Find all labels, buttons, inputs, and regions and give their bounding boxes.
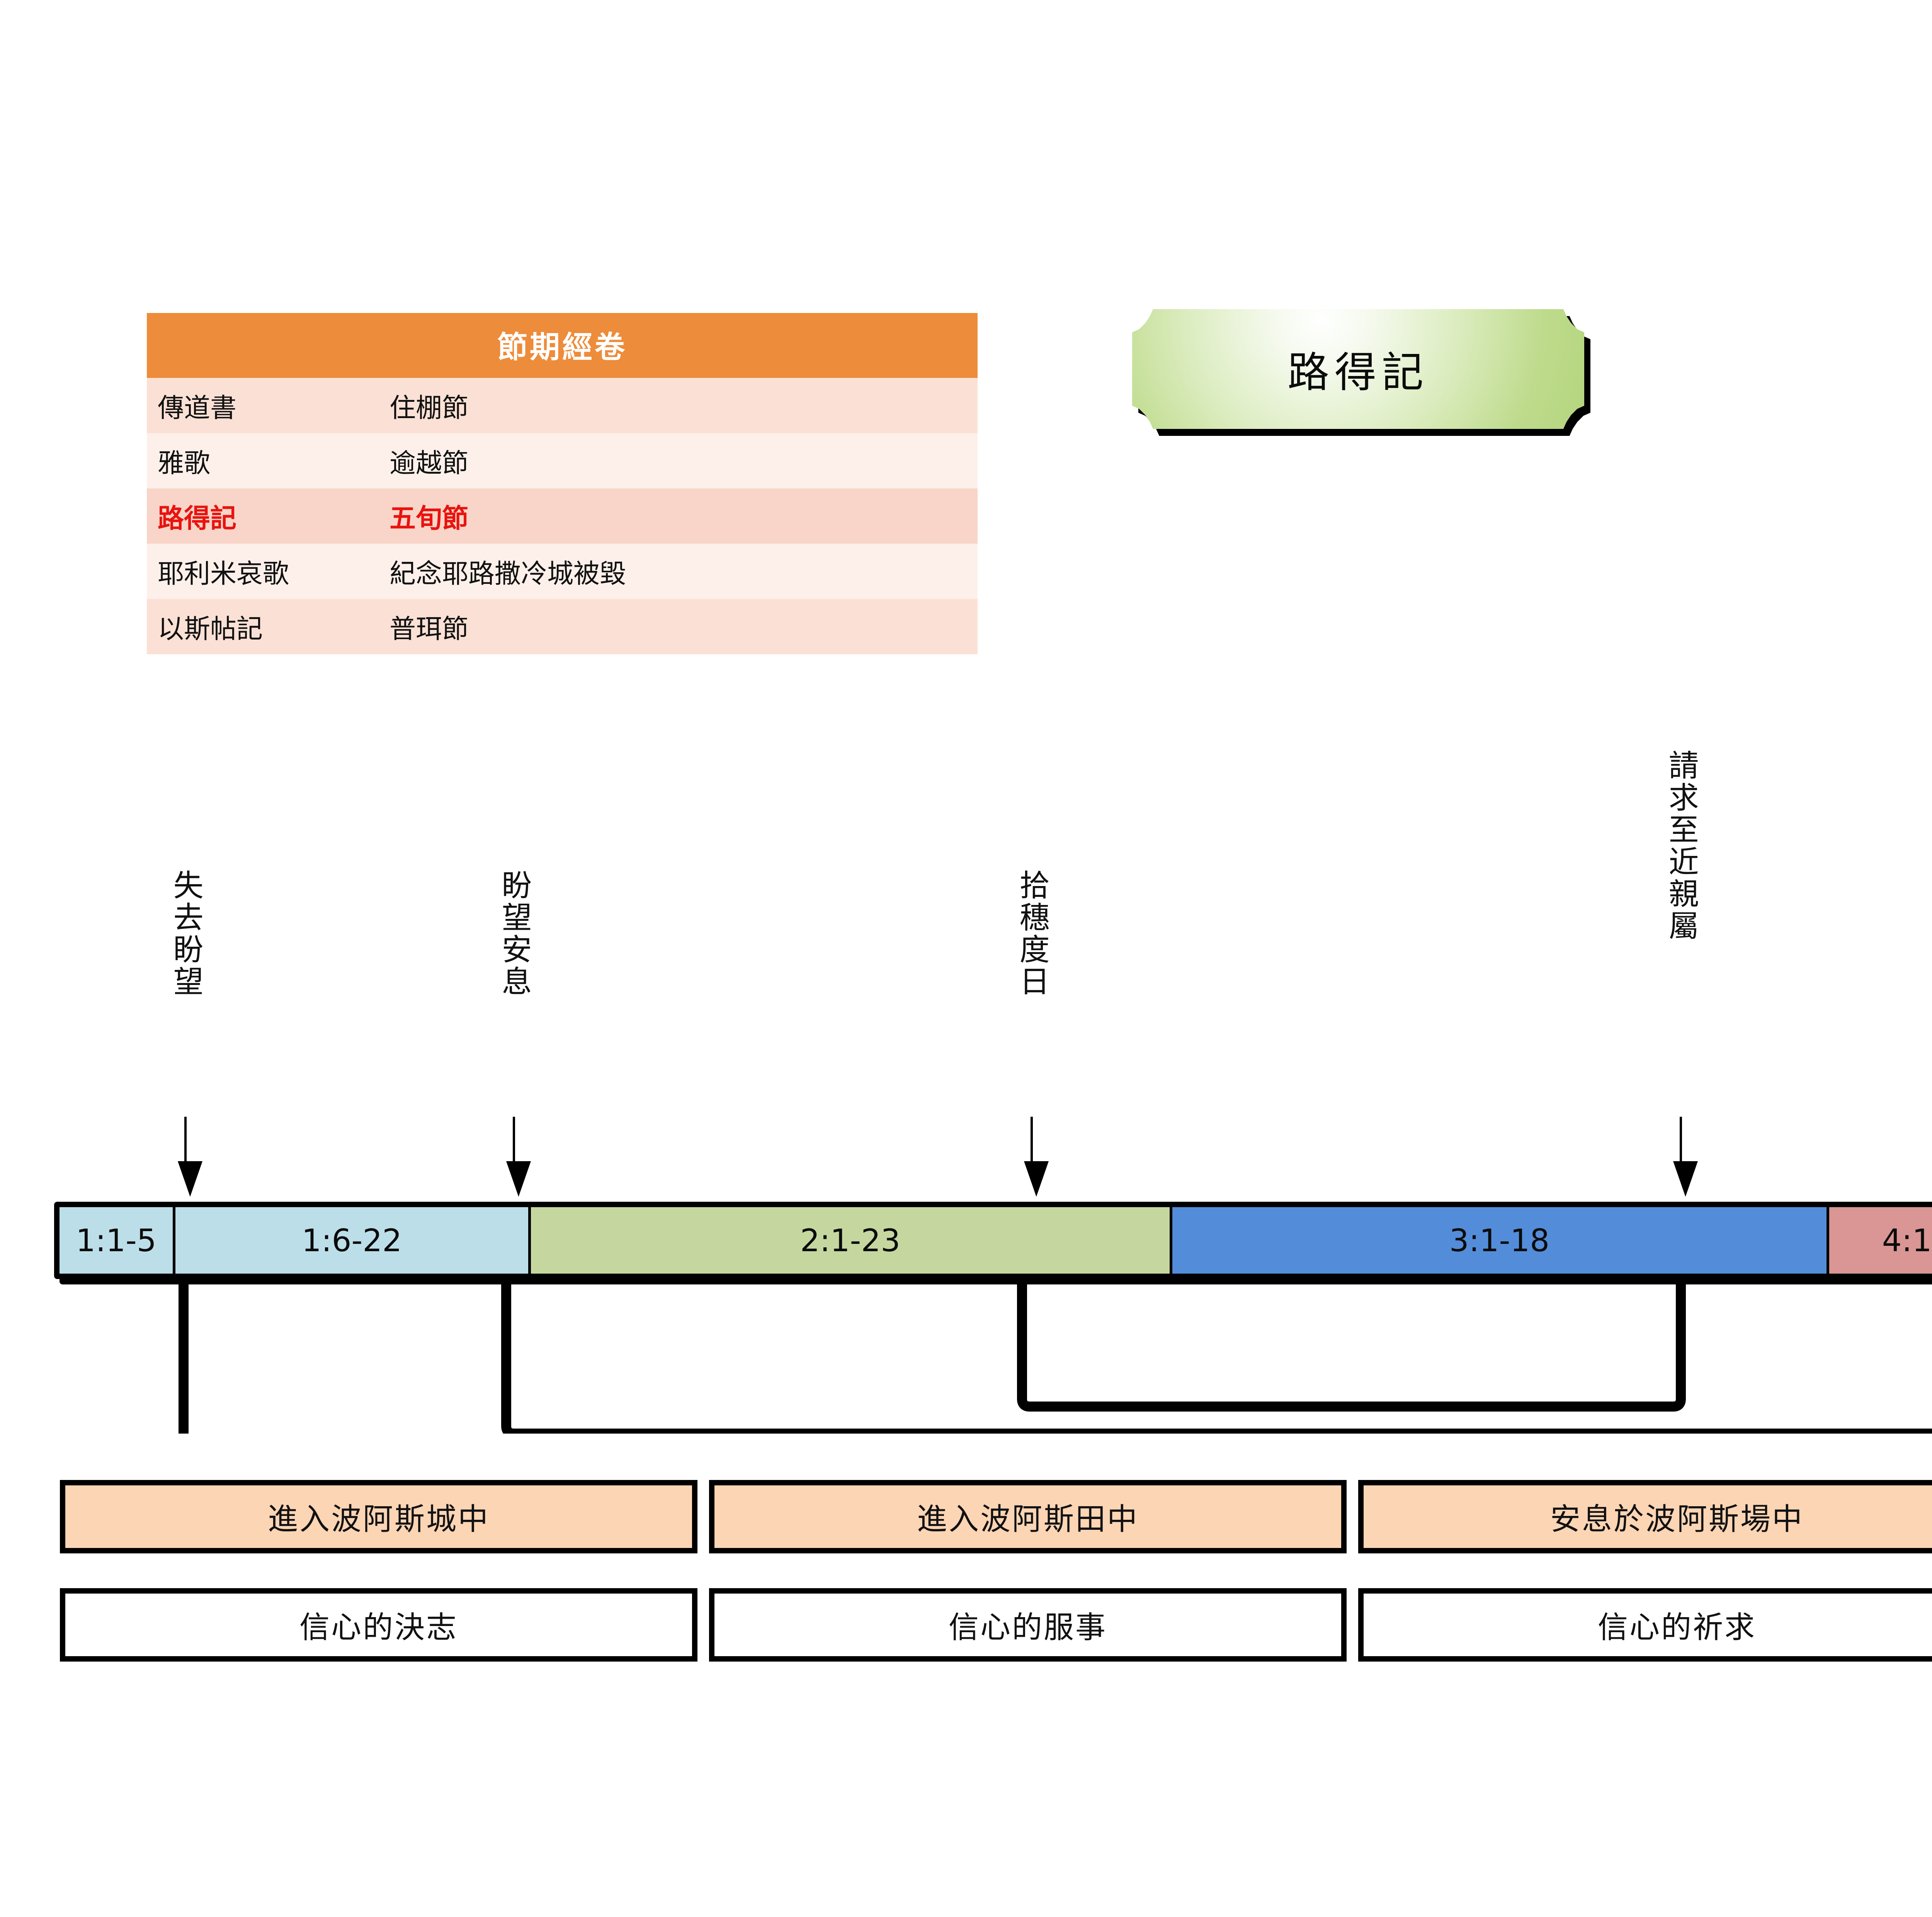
arrow-down-icon [1673,1117,1698,1197]
book-title-plaque: 路得記 [1132,309,1590,436]
timeline-segment[interactable]: 2:1-23 [531,1207,1172,1274]
section-place-box[interactable]: 進入波阿斯田中 [709,1480,1347,1553]
table-row: 傳道書 住棚節 [147,378,978,433]
table-cell-festival: 紀念耶路撒冷城被毀 [379,544,978,599]
section-theme-label: 信心的決志 [60,1588,697,1662]
event-marker-1: 盼望安息 [483,869,545,998]
event-label: 失去盼望 [168,869,203,998]
arrow-down-icon [506,1117,531,1197]
table-cell-book: 路得記 [147,488,379,544]
section-theme-label: 信心的服事 [709,1588,1347,1662]
section-place-label: 進入波阿斯田中 [709,1480,1347,1553]
timeline-segment[interactable]: 1:1-5 [60,1207,175,1274]
plaque-face: 路得記 [1132,309,1584,429]
event-marker-3: 請求至近親屬 [1650,750,1712,942]
table-cell-festival: 普珥節 [379,599,978,654]
table-row: 耶利米哀歌 紀念耶路撒冷城被毀 [147,544,978,599]
timeline-segment[interactable]: 3:1-18 [1172,1207,1829,1274]
table-cell-festival: 住棚節 [379,378,978,433]
festival-scroll-table: 節期經卷 傳道書 住棚節 雅歌 逾越節 路得記 五旬節 耶利米哀歌 紀念耶路撒冷… [147,313,978,654]
event-label: 請求至近親屬 [1663,750,1699,942]
event-label: 拾穗度日 [1014,869,1049,998]
table-row-highlighted: 路得記 五旬節 [147,488,978,544]
section-brackets [179,1279,1932,1434]
section-theme-box[interactable]: 信心的服事 [709,1588,1347,1662]
page-title: 路得記 [1287,349,1429,397]
arrow-down-icon [1024,1117,1049,1197]
section-place-box[interactable]: 進入波阿斯城中 [60,1480,697,1553]
table-cell-book: 以斯帖記 [147,599,379,654]
section-theme-box[interactable]: 信心的祈求 [1358,1588,1932,1662]
timeline-segment[interactable]: 1:6-22 [175,1207,531,1274]
table-cell-book: 耶利米哀歌 [147,544,379,599]
event-marker-2: 拾穗度日 [1001,869,1063,998]
event-marker-0: 失去盼望 [155,869,216,998]
table-cell-festival: 逾越節 [379,433,978,488]
bracket-middle [501,1279,1932,1434]
table-cell-festival: 五旬節 [379,488,978,544]
section-place-box[interactable]: 安息於波阿斯場中 [1358,1480,1932,1553]
event-label: 盼望安息 [497,869,532,998]
bracket-inner [1017,1279,1686,1412]
scripture-timeline-bar: 1:1-5 1:6-22 2:1-23 3:1-18 4:1-12 4:13-1… [54,1202,1932,1284]
section-place-label: 進入波阿斯城中 [60,1480,697,1553]
section-theme-label: 信心的祈求 [1358,1588,1932,1662]
festival-table-header: 節期經卷 [147,313,978,378]
table-cell-book: 傳道書 [147,378,379,433]
section-theme-box[interactable]: 信心的決志 [60,1588,697,1662]
timeline-track: 1:1-5 1:6-22 2:1-23 3:1-18 4:1-12 4:13-1… [54,1202,1932,1279]
table-row: 雅歌 逾越節 [147,433,978,488]
table-row: 以斯帖記 普珥節 [147,599,978,654]
arrow-down-icon [178,1117,202,1197]
table-cell-book: 雅歌 [147,433,379,488]
section-place-label: 安息於波阿斯場中 [1358,1480,1932,1553]
timeline-segment[interactable]: 4:1-12 [1829,1207,1932,1274]
